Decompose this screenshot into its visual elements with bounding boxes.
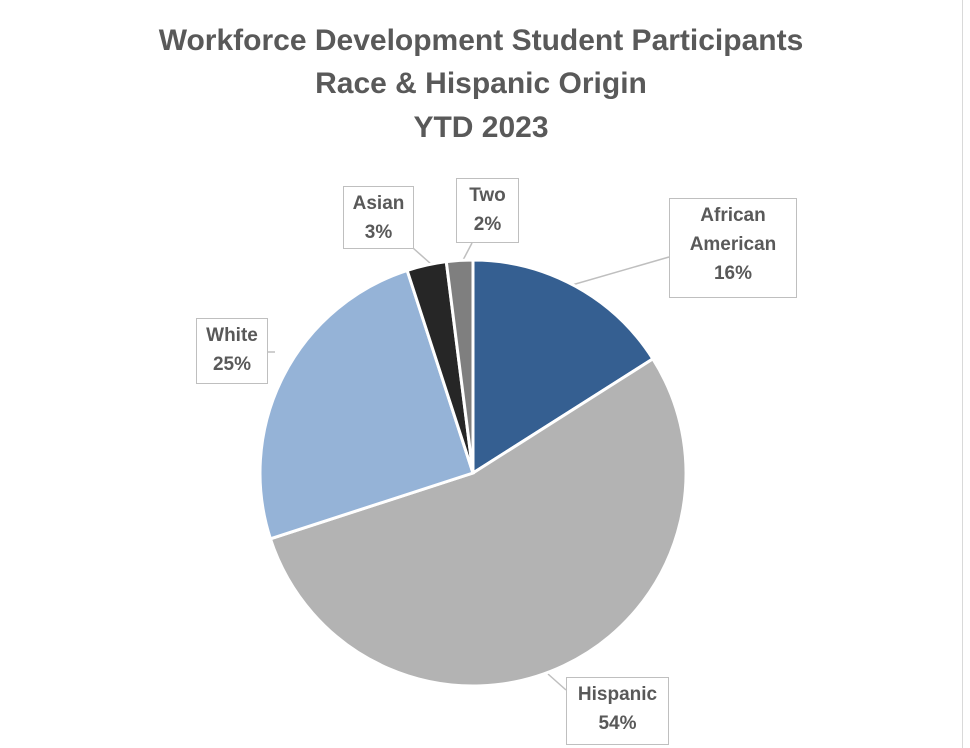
- pie-slice-hispanic: [268, 356, 688, 688]
- label-value: 16%: [713, 263, 753, 284]
- chart-title-line-2: Race & Hispanic Origin: [315, 67, 647, 100]
- chart-title-line-1: Workforce Development Student Participan…: [158, 24, 804, 57]
- label-category: Asian: [352, 193, 405, 214]
- label-category: Two: [469, 185, 506, 206]
- label-value: 3%: [364, 222, 393, 243]
- label-two: Two 2%: [456, 178, 519, 243]
- label-category: African American: [689, 205, 777, 255]
- label-asian: Asian 3%: [343, 186, 414, 249]
- leader-line: [412, 247, 432, 265]
- chart-title-line-3: YTD 2023: [413, 111, 549, 144]
- label-category: White: [206, 325, 258, 346]
- label-value: 2%: [473, 214, 502, 235]
- label-african-american: African American 16%: [669, 198, 797, 298]
- leader-line: [547, 673, 567, 691]
- pie-slice-two: [444, 258, 475, 474]
- label-value: 54%: [598, 713, 637, 734]
- label-hispanic: Hispanic 54%: [566, 677, 669, 745]
- label-category: Hispanic: [577, 684, 658, 705]
- pie-slice-african-american: [471, 258, 655, 476]
- label-white: White 25%: [196, 318, 268, 384]
- pie-slice-white: [258, 268, 475, 541]
- leader-line: [564, 256, 670, 288]
- label-value: 25%: [212, 354, 252, 375]
